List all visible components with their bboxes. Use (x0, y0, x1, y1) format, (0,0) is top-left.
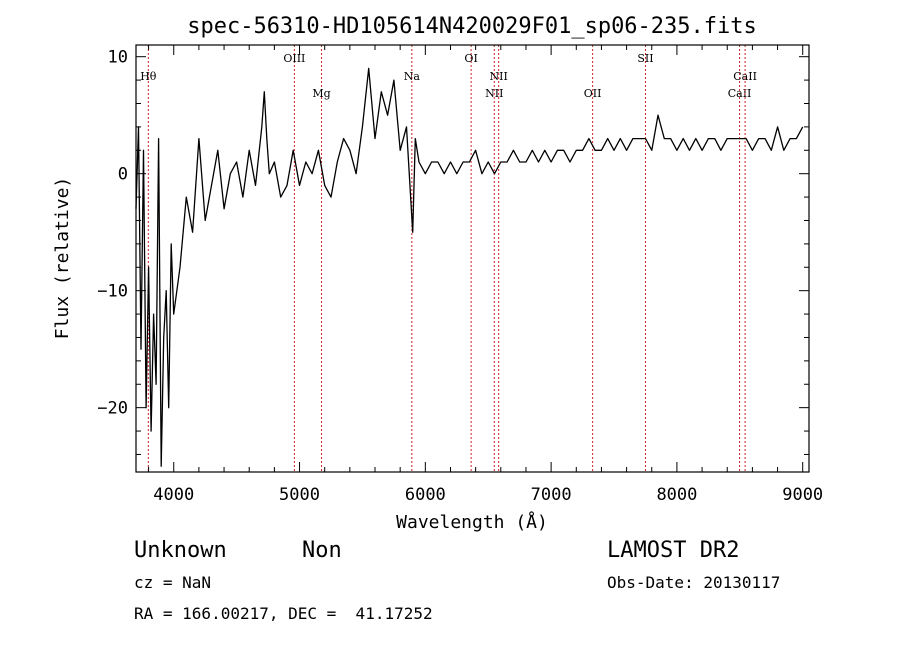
coordinates: RA = 166.00217, DEC = 41.17252 (134, 604, 433, 623)
object-class: Unknown (134, 538, 227, 563)
redshift-cz: cz = NaN (134, 573, 212, 592)
spectral-line-label: NII (490, 70, 508, 83)
spectral-line-label: NII (485, 87, 503, 100)
y-tick-label: 10 (108, 48, 128, 68)
spectral-line-label: Hθ (140, 70, 157, 83)
spectral-line-label: OII (584, 87, 602, 100)
y-tick-label: 0 (118, 165, 128, 185)
x-tick-label: 7000 (531, 485, 572, 505)
x-tick-label: 6000 (405, 485, 446, 505)
plot-frame (135, 44, 810, 473)
spectral-line-label: CaII (728, 87, 752, 100)
x-axis: 4000 5000 6000 7000 8000 9000 (148, 45, 823, 505)
spectral-line-label: Na (404, 70, 421, 83)
spectral-line-label: SII (637, 52, 653, 65)
y-tick-label: −20 (97, 399, 128, 419)
spectral-line-label: Mg (312, 87, 330, 100)
obs-date: Obs-Date: 20130117 (607, 573, 781, 592)
x-tick-label: 5000 (279, 485, 320, 505)
x-tick-label: 9000 (782, 485, 823, 505)
y-axis: −20 −10 0 10 (97, 48, 809, 455)
x-axis-label: Wavelength (Å) (396, 511, 548, 533)
y-tick-label: −10 (97, 282, 128, 302)
spectral-line-label: CaII (733, 70, 757, 83)
chart-title: spec-56310-HD105614N420029F01_sp06-235.f… (187, 14, 757, 39)
emission-lines: Hθ OIII Mg Na OI NII NII OII SII CaII CaII (140, 45, 757, 472)
x-tick-label: 8000 (656, 485, 697, 505)
spectral-line-label: OI (464, 52, 477, 65)
survey-name: LAMOST DR2 (607, 538, 740, 563)
spectral-line-label: OIII (283, 52, 305, 65)
y-axis-label: Flux (relative) (52, 177, 73, 340)
spectrum-series-line (135, 67, 804, 467)
object-subclass: Non (302, 538, 342, 563)
x-tick-label: 4000 (153, 485, 194, 505)
